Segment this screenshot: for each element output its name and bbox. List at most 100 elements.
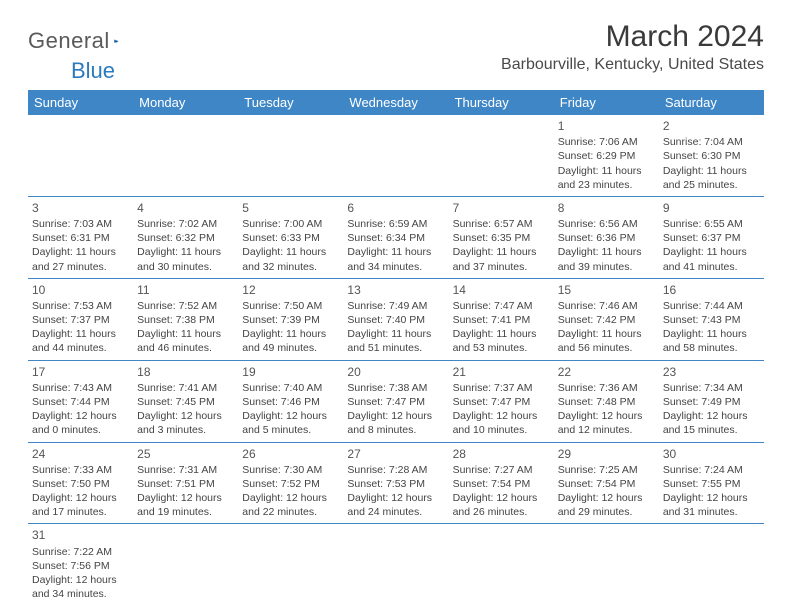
sunrise-line: Sunrise: 7:25 AM — [558, 463, 655, 477]
sunset-line: Sunset: 6:30 PM — [663, 149, 760, 163]
calendar-day-cell — [133, 115, 238, 196]
sunrise-line: Sunrise: 7:37 AM — [453, 381, 550, 395]
sunset-line: Sunset: 7:38 PM — [137, 313, 234, 327]
daylight-line: Daylight: 11 hours and 37 minutes. — [453, 245, 550, 273]
calendar-day-cell: 27Sunrise: 7:28 AMSunset: 7:53 PMDayligh… — [343, 442, 448, 524]
daylight-line: Daylight: 12 hours and 24 minutes. — [347, 491, 444, 519]
calendar-week-row: 10Sunrise: 7:53 AMSunset: 7:37 PMDayligh… — [28, 278, 764, 360]
calendar-day-cell: 13Sunrise: 7:49 AMSunset: 7:40 PMDayligh… — [343, 278, 448, 360]
sunrise-line: Sunrise: 7:43 AM — [32, 381, 129, 395]
calendar-day-cell: 6Sunrise: 6:59 AMSunset: 6:34 PMDaylight… — [343, 196, 448, 278]
calendar-day-cell — [659, 524, 764, 605]
day-number: 22 — [558, 364, 655, 380]
daylight-line: Daylight: 11 hours and 39 minutes. — [558, 245, 655, 273]
calendar-day-cell — [28, 115, 133, 196]
sunrise-line: Sunrise: 7:47 AM — [453, 299, 550, 313]
weekday-header: Monday — [133, 90, 238, 115]
sunset-line: Sunset: 7:44 PM — [32, 395, 129, 409]
sunset-line: Sunset: 7:39 PM — [242, 313, 339, 327]
sunset-line: Sunset: 6:31 PM — [32, 231, 129, 245]
daylight-line: Daylight: 12 hours and 8 minutes. — [347, 409, 444, 437]
sunrise-line: Sunrise: 7:33 AM — [32, 463, 129, 477]
calendar-day-cell: 22Sunrise: 7:36 AMSunset: 7:48 PMDayligh… — [554, 360, 659, 442]
daylight-line: Daylight: 11 hours and 58 minutes. — [663, 327, 760, 355]
calendar-day-cell — [554, 524, 659, 605]
calendar-week-row: 1Sunrise: 7:06 AMSunset: 6:29 PMDaylight… — [28, 115, 764, 196]
sunrise-line: Sunrise: 7:50 AM — [242, 299, 339, 313]
sunset-line: Sunset: 7:48 PM — [558, 395, 655, 409]
sunset-line: Sunset: 7:42 PM — [558, 313, 655, 327]
sunset-line: Sunset: 7:54 PM — [453, 477, 550, 491]
day-number: 26 — [242, 446, 339, 462]
daylight-line: Daylight: 11 hours and 32 minutes. — [242, 245, 339, 273]
daylight-line: Daylight: 11 hours and 51 minutes. — [347, 327, 444, 355]
sunset-line: Sunset: 6:29 PM — [558, 149, 655, 163]
sunrise-line: Sunrise: 7:36 AM — [558, 381, 655, 395]
sunrise-line: Sunrise: 7:28 AM — [347, 463, 444, 477]
sunset-line: Sunset: 7:47 PM — [453, 395, 550, 409]
sunset-line: Sunset: 7:43 PM — [663, 313, 760, 327]
calendar-day-cell: 21Sunrise: 7:37 AMSunset: 7:47 PMDayligh… — [449, 360, 554, 442]
day-number: 27 — [347, 446, 444, 462]
sunrise-line: Sunrise: 7:31 AM — [137, 463, 234, 477]
daylight-line: Daylight: 11 hours and 30 minutes. — [137, 245, 234, 273]
calendar-week-row: 3Sunrise: 7:03 AMSunset: 6:31 PMDaylight… — [28, 196, 764, 278]
calendar-day-cell: 19Sunrise: 7:40 AMSunset: 7:46 PMDayligh… — [238, 360, 343, 442]
sunrise-line: Sunrise: 7:38 AM — [347, 381, 444, 395]
day-number: 11 — [137, 282, 234, 298]
calendar-day-cell: 31Sunrise: 7:22 AMSunset: 7:56 PMDayligh… — [28, 524, 133, 605]
sunrise-line: Sunrise: 7:27 AM — [453, 463, 550, 477]
sunset-line: Sunset: 6:35 PM — [453, 231, 550, 245]
day-number: 12 — [242, 282, 339, 298]
daylight-line: Daylight: 11 hours and 46 minutes. — [137, 327, 234, 355]
calendar-day-cell — [343, 115, 448, 196]
daylight-line: Daylight: 12 hours and 22 minutes. — [242, 491, 339, 519]
calendar-day-cell: 18Sunrise: 7:41 AMSunset: 7:45 PMDayligh… — [133, 360, 238, 442]
calendar-day-cell: 24Sunrise: 7:33 AMSunset: 7:50 PMDayligh… — [28, 442, 133, 524]
calendar-day-cell — [449, 115, 554, 196]
sunrise-line: Sunrise: 7:00 AM — [242, 217, 339, 231]
daylight-line: Daylight: 12 hours and 10 minutes. — [453, 409, 550, 437]
daylight-line: Daylight: 12 hours and 0 minutes. — [32, 409, 129, 437]
calendar-day-cell — [238, 115, 343, 196]
sunrise-line: Sunrise: 7:02 AM — [137, 217, 234, 231]
calendar-day-cell — [238, 524, 343, 605]
day-number: 17 — [32, 364, 129, 380]
sunrise-line: Sunrise: 6:55 AM — [663, 217, 760, 231]
day-number: 23 — [663, 364, 760, 380]
weekday-header: Saturday — [659, 90, 764, 115]
calendar-day-cell: 28Sunrise: 7:27 AMSunset: 7:54 PMDayligh… — [449, 442, 554, 524]
calendar-week-row: 17Sunrise: 7:43 AMSunset: 7:44 PMDayligh… — [28, 360, 764, 442]
calendar-day-cell: 25Sunrise: 7:31 AMSunset: 7:51 PMDayligh… — [133, 442, 238, 524]
sunset-line: Sunset: 7:52 PM — [242, 477, 339, 491]
weekday-header-row: Sunday Monday Tuesday Wednesday Thursday… — [28, 90, 764, 115]
sunset-line: Sunset: 6:32 PM — [137, 231, 234, 245]
calendar-day-cell: 9Sunrise: 6:55 AMSunset: 6:37 PMDaylight… — [659, 196, 764, 278]
daylight-line: Daylight: 11 hours and 53 minutes. — [453, 327, 550, 355]
sunrise-line: Sunrise: 7:03 AM — [32, 217, 129, 231]
daylight-line: Daylight: 12 hours and 5 minutes. — [242, 409, 339, 437]
daylight-line: Daylight: 11 hours and 49 minutes. — [242, 327, 339, 355]
day-number: 8 — [558, 200, 655, 216]
sunrise-line: Sunrise: 6:57 AM — [453, 217, 550, 231]
sunrise-line: Sunrise: 7:30 AM — [242, 463, 339, 477]
day-number: 29 — [558, 446, 655, 462]
calendar-day-cell: 14Sunrise: 7:47 AMSunset: 7:41 PMDayligh… — [449, 278, 554, 360]
sunset-line: Sunset: 7:54 PM — [558, 477, 655, 491]
sunset-line: Sunset: 7:56 PM — [32, 559, 129, 573]
day-number: 19 — [242, 364, 339, 380]
calendar-day-cell: 7Sunrise: 6:57 AMSunset: 6:35 PMDaylight… — [449, 196, 554, 278]
daylight-line: Daylight: 11 hours and 34 minutes. — [347, 245, 444, 273]
sunrise-line: Sunrise: 7:24 AM — [663, 463, 760, 477]
sunrise-line: Sunrise: 7:40 AM — [242, 381, 339, 395]
sunset-line: Sunset: 7:47 PM — [347, 395, 444, 409]
daylight-line: Daylight: 12 hours and 26 minutes. — [453, 491, 550, 519]
daylight-line: Daylight: 12 hours and 17 minutes. — [32, 491, 129, 519]
sunset-line: Sunset: 7:53 PM — [347, 477, 444, 491]
logo-text-general: General — [28, 28, 110, 54]
calendar-day-cell: 10Sunrise: 7:53 AMSunset: 7:37 PMDayligh… — [28, 278, 133, 360]
day-number: 30 — [663, 446, 760, 462]
daylight-line: Daylight: 12 hours and 15 minutes. — [663, 409, 760, 437]
day-number: 28 — [453, 446, 550, 462]
day-number: 18 — [137, 364, 234, 380]
